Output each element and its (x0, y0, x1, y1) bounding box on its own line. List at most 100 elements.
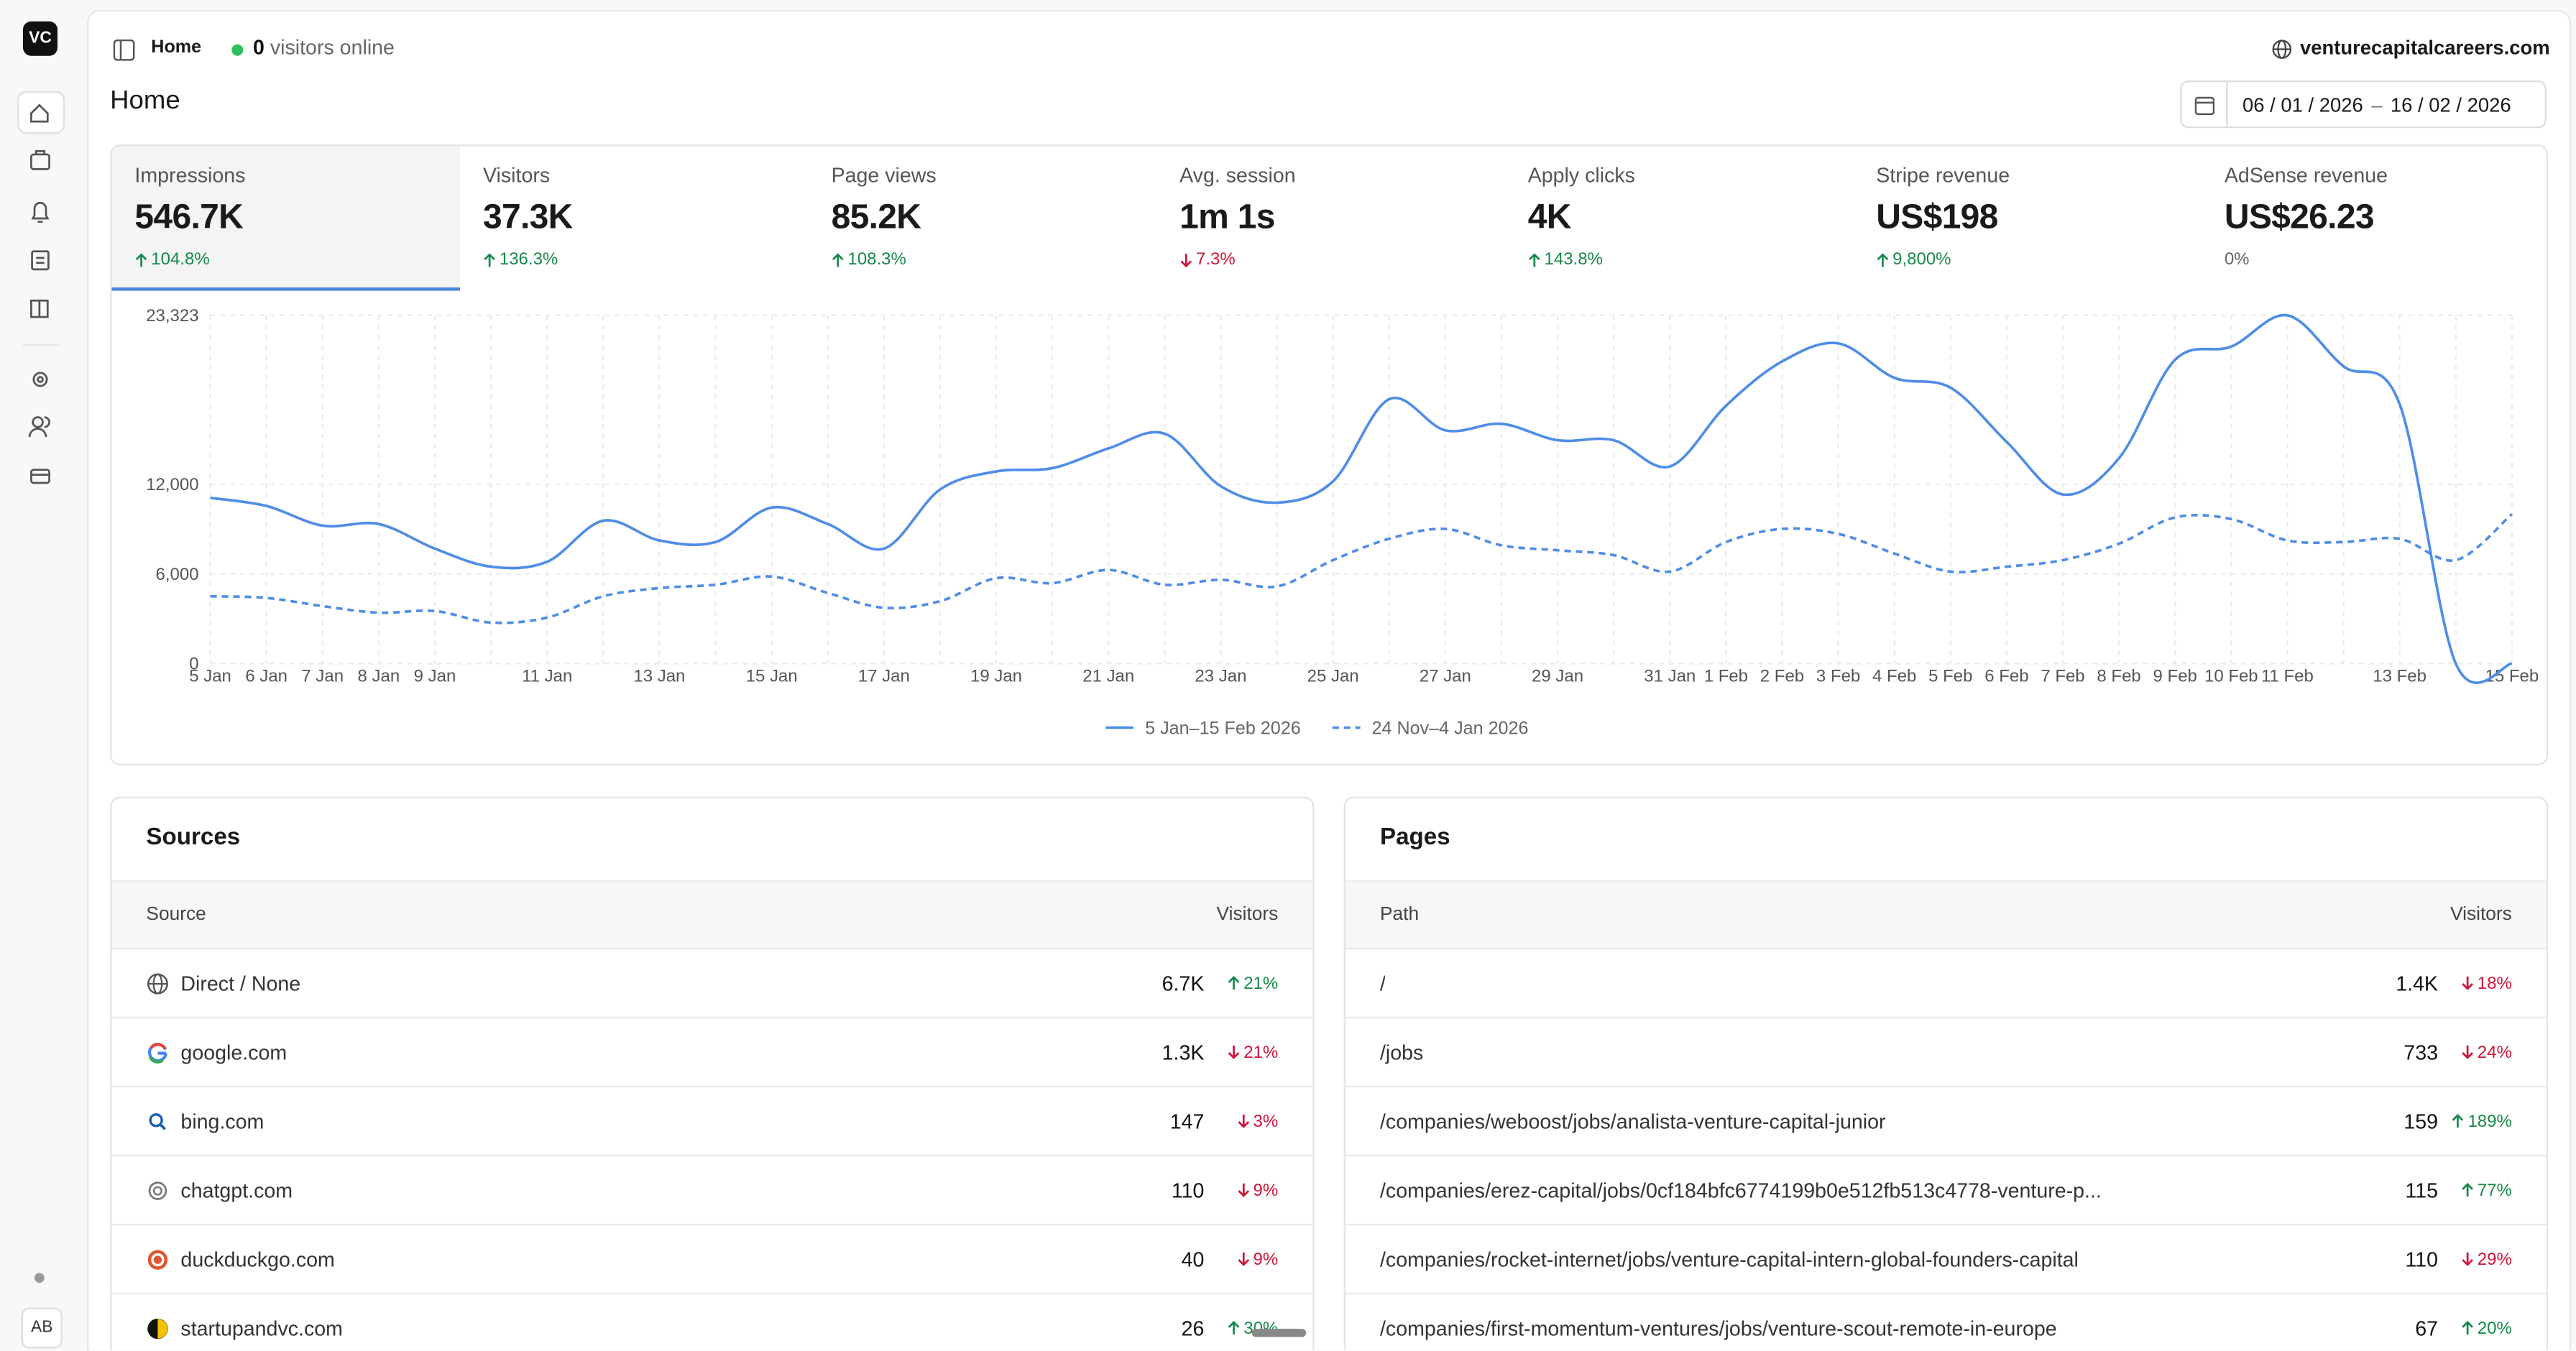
metric-change-text: 104.8% (151, 249, 210, 269)
trend-arrow (1238, 1114, 1249, 1128)
trend-arrow (135, 252, 147, 267)
table-row[interactable]: /companies/weboost/jobs/analista-venture… (1345, 1085, 2547, 1155)
row-visitors: 147 (1169, 1109, 1205, 1133)
x-tick-label: 17 Jan (858, 667, 910, 686)
row-name: /companies/first-momentum-ventures/jobs/… (1379, 1316, 2057, 1340)
nav-settings[interactable] (32, 372, 48, 387)
nav-billing[interactable] (30, 469, 50, 484)
x-tick-label: 27 Jan (1420, 667, 1471, 686)
row-change-text: 24% (2477, 1042, 2512, 1062)
row-visitors: 733 (2404, 1040, 2438, 1064)
metric-change: 108.3% (832, 249, 906, 269)
nav-alerts[interactable] (31, 201, 50, 223)
nav-home-bg[interactable] (17, 91, 65, 134)
metric-tab[interactable]: Page views 85.2K 108.3% (809, 146, 1157, 290)
logo[interactable]: VC (22, 21, 58, 56)
row-visitors: 40 (1181, 1247, 1205, 1271)
date-end[interactable]: 16 / 02 / 2026 (2390, 93, 2511, 116)
trend-arrow (1238, 1252, 1249, 1266)
date-picker[interactable]: 06 / 01 / 2026 – 16 / 02 / 2026 (2180, 80, 2547, 129)
x-tick-label: 6 Jan (245, 667, 288, 686)
table-title: Sources (146, 824, 241, 851)
row-name-cell: Direct / None (146, 972, 1162, 995)
row-change-text: 21% (1243, 973, 1279, 993)
x-tick-label: 8 Feb (2097, 667, 2140, 686)
table-row[interactable]: /companies/erez-capital/jobs/0cf184bfc67… (1345, 1154, 2547, 1224)
trend-arrow (2462, 1321, 2473, 1335)
metric-tab[interactable]: Avg. session 1m 1s 7.3% (1156, 146, 1505, 290)
metric-change: 104.8% (134, 249, 210, 269)
scroll-handle[interactable] (1251, 1329, 1307, 1337)
table-row[interactable]: /jobs 733 24% (1345, 1016, 2547, 1086)
arrow-shape (2462, 1183, 2473, 1197)
sidebar: VC AB (0, 0, 86, 1350)
nav-users[interactable] (32, 416, 44, 428)
row-name: Direct / None (180, 971, 301, 995)
row-name-cell: google.com (146, 1041, 1162, 1064)
table-row[interactable]: / 1.4K 18% (1345, 947, 2547, 1017)
metric-label: Avg. session (1179, 164, 1296, 188)
table-row[interactable]: Direct / None 6.7K 21% (111, 947, 1313, 1017)
date-start[interactable]: 06 / 01 / 2026 (2242, 93, 2363, 116)
globe-icon (2272, 40, 2292, 59)
metric-label: Impressions (134, 164, 246, 188)
trend-arrow (1180, 252, 1192, 267)
x-tick-label: 5 Feb (1928, 667, 1972, 686)
nav-home[interactable] (30, 103, 49, 123)
table-row[interactable]: /companies/rocket-internet/jobs/venture-… (1345, 1223, 2547, 1293)
metric-tab[interactable]: Impressions 546.7K 104.8% (111, 146, 460, 291)
metric-tab[interactable]: Stripe revenue US$198 9,800% (1853, 146, 2202, 290)
calendar-button[interactable] (2181, 82, 2228, 126)
series-line (210, 313, 2513, 684)
arrow-shape (484, 252, 495, 267)
avatar[interactable]: AB (21, 1307, 63, 1349)
row-change-text: 3% (1253, 1111, 1279, 1131)
metric-label: Apply clicks (1527, 164, 1635, 188)
metric-tab[interactable]: Visitors 37.3K 136.3% (460, 146, 809, 290)
x-tick-label: 2 Feb (1760, 667, 1804, 686)
row-visitors: 110 (2405, 1247, 2438, 1271)
row-name-cell: /jobs (1380, 1041, 2404, 1064)
row-name-cell: chatgpt.com (146, 1179, 1171, 1202)
x-tick-label: 7 Jan (301, 667, 344, 686)
row-change: 77% (2438, 1180, 2512, 1200)
source-icon (148, 1181, 167, 1199)
legend-label: 5 Jan–15 Feb 2026 (1145, 719, 1301, 739)
table-row[interactable]: google.com 1.3K 21% (111, 1016, 1313, 1086)
trend-arrow (2452, 1114, 2464, 1128)
nav-companies[interactable] (31, 250, 50, 271)
table-row[interactable]: bing.com 147 3% (111, 1085, 1313, 1155)
arrow-shape (1238, 1252, 1249, 1266)
x-tick-label: 13 Feb (2373, 667, 2426, 686)
metric-change-text: 136.3% (499, 249, 558, 269)
arrow-shape (135, 252, 147, 267)
breadcrumb[interactable]: Home (151, 37, 202, 57)
icon-part (159, 1122, 167, 1130)
metric-tab[interactable]: Apply clicks 4K 143.8% (1505, 146, 1854, 290)
site[interactable]: venturecapitalcareers.com (2299, 36, 2550, 60)
icon-part (153, 1255, 162, 1263)
metric-tab[interactable]: AdSense revenue US$26.23 0% (2202, 146, 2547, 290)
table-row[interactable]: duckduckgo.com 40 9% (111, 1223, 1313, 1293)
nav-jobs[interactable] (30, 153, 50, 170)
table-row[interactable]: chatgpt.com 110 9% (111, 1154, 1313, 1224)
table-row[interactable]: startupandvc.com 26 30% (111, 1292, 1313, 1350)
trend-arrow (1228, 1045, 1240, 1059)
x-tick-label: 8 Jan (358, 667, 400, 686)
date-dash: – (2371, 93, 2383, 116)
metric-change: 0% (2225, 249, 2250, 269)
source-icon (149, 1112, 167, 1130)
sidebar-toggle[interactable] (113, 39, 135, 61)
metrics-card: Impressions 546.7K 104.8% Visitors 37.3K 136.… (110, 144, 2549, 766)
table-header: Path Visitors (1345, 880, 2547, 948)
page-title: Home (110, 87, 180, 115)
arrow-shape (2462, 976, 2473, 990)
row-change: 3% (1204, 1111, 1279, 1131)
chart: 5 Jan 6 Jan 7 Jan 8 Jan 9 Jan 11 Jan 13 Jan 15 … (146, 306, 2539, 739)
online: 0 visitors online (253, 36, 395, 59)
row-name: /companies/rocket-internet/jobs/venture-… (1379, 1247, 2079, 1271)
table-row[interactable]: /companies/first-momentum-ventures/jobs/… (1345, 1292, 2547, 1350)
nav-docs[interactable] (30, 299, 49, 318)
x-tick-label: 6 Feb (1984, 667, 2028, 686)
